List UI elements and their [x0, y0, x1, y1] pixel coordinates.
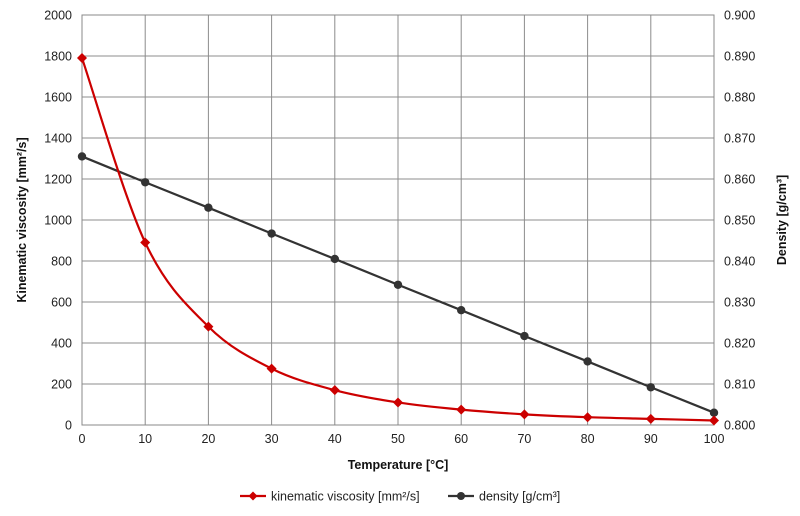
y-left-tick-label: 0 [65, 419, 72, 433]
x-tick-label: 30 [265, 432, 279, 446]
data-point-diamond [709, 415, 719, 426]
legend-item-density: density [g/cm³] [448, 490, 560, 504]
data-point-circle [267, 229, 276, 238]
y-left-tick-labels: 0 200 400 600 800 1000 1200 1400 1600 1800 2000 [44, 9, 72, 433]
y-right-tick-label: 0.850 [724, 214, 755, 228]
x-tick-label: 20 [201, 432, 215, 446]
y-left-tick-label: 1000 [44, 214, 72, 228]
x-tick-label: 50 [391, 432, 405, 446]
data-point-diamond [456, 404, 467, 415]
series-density [77, 152, 719, 417]
data-point-diamond [329, 385, 340, 396]
data-point-circle [646, 383, 655, 392]
y-right-tick-label: 0.890 [724, 50, 755, 64]
grid [81, 14, 715, 426]
y-left-tick-label: 1400 [44, 132, 72, 146]
data-point-circle [141, 178, 150, 187]
y-left-tick-label: 800 [51, 255, 72, 269]
data-point-circle [520, 331, 529, 341]
y-left-tick-label: 2000 [44, 9, 72, 23]
data-point-circle [709, 408, 719, 417]
series-kinematic-viscosity [77, 53, 719, 426]
y-right-tick-label: 0.840 [724, 255, 755, 269]
data-point-circle [583, 357, 592, 366]
x-tick-label: 80 [581, 432, 595, 446]
y-right-tick-label: 0.880 [724, 91, 755, 105]
data-point-diamond [393, 397, 403, 408]
data-point-circle [204, 203, 213, 212]
x-tick-labels: 0 10 20 30 40 50 60 70 80 90 100 [79, 432, 725, 446]
series [77, 53, 719, 426]
y-right-tick-label: 0.870 [724, 132, 755, 146]
y-right-tick-label: 0.800 [724, 419, 755, 433]
data-point-diamond [582, 412, 593, 423]
legend-label: kinematic viscosity [mm²/s] [271, 490, 420, 504]
legend: kinematic viscosity [mm²/s] density [g/cm… [240, 490, 560, 504]
y-left-tick-label: 1200 [44, 173, 72, 187]
data-point-diamond [645, 413, 656, 424]
y-left-tick-label: 400 [51, 337, 72, 351]
data-point-diamond [203, 321, 214, 332]
data-point-circle [77, 152, 87, 161]
y-left-tick-label: 600 [51, 296, 72, 310]
y-right-tick-label: 0.860 [724, 173, 755, 187]
data-point-circle [330, 254, 339, 264]
data-point-diamond [266, 363, 277, 374]
x-tick-label: 60 [454, 432, 468, 446]
x-tick-label: 40 [328, 432, 342, 446]
y-right-tick-label: 0.900 [724, 9, 755, 23]
y-left-tick-label: 1600 [44, 91, 72, 105]
y-left-tick-label: 200 [51, 378, 72, 392]
y-right-tick-labels: 0.800 0.810 0.820 0.830 0.840 0.850 0.860 0.870… [724, 9, 755, 433]
y-right-axis-title: Density [g/cm³] [775, 175, 789, 265]
y-right-tick-label: 0.830 [724, 296, 755, 310]
data-point-diamond [140, 237, 151, 248]
y-right-tick-label: 0.810 [724, 378, 755, 392]
y-right-tick-label: 0.820 [724, 337, 755, 351]
data-point-diamond [519, 409, 530, 420]
x-tick-label: 10 [138, 432, 152, 446]
legend-item-kinematic-viscosity: kinematic viscosity [mm²/s] [240, 490, 420, 504]
data-point-circle [457, 306, 466, 315]
data-point-diamond [77, 53, 87, 64]
data-point-circle [393, 280, 403, 289]
y-left-axis-title: Kinematic viscosity [mm²/s] [15, 137, 29, 302]
x-tick-label: 90 [644, 432, 658, 446]
plot-area-frame [81, 14, 715, 426]
x-tick-label: 70 [517, 432, 531, 446]
legend-circle-marker [457, 492, 465, 500]
y-left-tick-label: 1800 [44, 50, 72, 64]
x-axis-title: Temperature [°C] [348, 458, 449, 472]
legend-diamond-marker [248, 491, 258, 501]
legend-label: density [g/cm³] [479, 490, 560, 504]
x-tick-label: 100 [704, 432, 725, 446]
x-tick-label: 0 [79, 432, 86, 446]
